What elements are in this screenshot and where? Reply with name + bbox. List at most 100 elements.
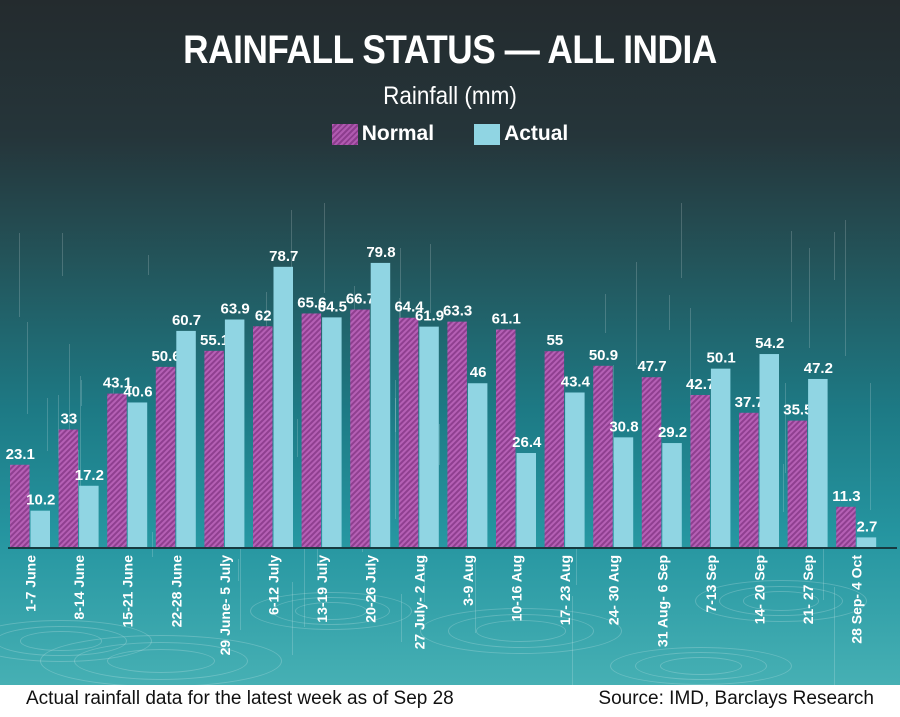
x-tick-label: 31 Aug- 6 Sep (654, 555, 670, 647)
bar-normal (107, 393, 127, 547)
data-label-normal: 23.1 (6, 446, 35, 463)
legend-item-actual: Actual (474, 122, 568, 146)
data-label-actual: 46 (470, 364, 487, 381)
data-label-actual: 47.2 (804, 360, 833, 377)
rain-streak (475, 562, 477, 633)
water-ripple (635, 652, 767, 680)
x-tick-label: 3-9 Aug (460, 555, 476, 606)
rain-streak (151, 532, 153, 557)
bar-normal (690, 394, 710, 547)
source-credit: Source: IMD, Barclays Research (598, 688, 874, 709)
chart-subtitle: Rainfall (mm) (383, 82, 517, 110)
water-ripple (718, 585, 844, 617)
bar-actual (273, 266, 293, 547)
legend-label-actual: Actual (504, 122, 569, 145)
bar-actual (127, 402, 148, 547)
bar-actual (613, 437, 634, 547)
rain-streak (604, 294, 606, 333)
bar-actual (662, 443, 682, 547)
x-tick-label: 20-26 July (363, 555, 379, 623)
chart-title: RAINFALL STATUS — ALL INDIA (183, 28, 717, 72)
bar-actual (370, 262, 391, 547)
x-tick-label: 7-13 Sep (703, 555, 719, 613)
bar-normal (10, 464, 30, 547)
legend-swatch-normal (331, 123, 358, 145)
data-label-actual: 78.7 (269, 248, 298, 265)
rain-streak (80, 376, 82, 516)
water-ripple (448, 614, 594, 648)
rain-streak (81, 380, 83, 406)
rain-streak (77, 449, 79, 518)
rain-streak (612, 364, 614, 463)
rain-streak (46, 397, 48, 452)
bar-normal (155, 366, 176, 547)
data-label-actual: 2.7 (857, 518, 878, 535)
data-label-normal: 62 (255, 307, 272, 324)
data-label-actual: 50.1 (707, 350, 736, 367)
water-ripple (294, 602, 368, 620)
bar-chart: 23.1 10.2 1-7 June 33 17.2 8-14 June 43.140.6 1… (6, 248, 897, 656)
x-tick-label: 14- 20 Sep (752, 555, 768, 624)
bar-normal (58, 429, 79, 547)
data-label-normal: 43.1 (103, 375, 132, 392)
data-label-normal: 55 (547, 332, 564, 349)
rain-streak (636, 261, 638, 366)
data-label-actual: 10.2 (26, 492, 55, 509)
water-ripple (610, 647, 792, 685)
rain-streak (297, 418, 299, 458)
water-ripple (40, 635, 282, 685)
water-ripple (107, 649, 215, 673)
rain-streak (782, 464, 784, 512)
x-tick-label: 29 June- 5 July (217, 555, 233, 656)
bar-actual (759, 354, 779, 547)
data-label-actual: 40.6 (123, 383, 152, 400)
rain-streak (823, 514, 825, 601)
water-ripple (250, 592, 412, 630)
bar-actual (710, 368, 731, 547)
x-tick-label: 6-12 July (266, 555, 282, 615)
data-label-normal: 50.9 (589, 347, 618, 364)
rain-streak (680, 203, 682, 278)
chart-background: RAINFALL STATUS — ALL INDIA Rainfall (mm… (0, 0, 900, 685)
bar-normal (593, 365, 613, 547)
legend: Normal Actual (0, 122, 900, 146)
data-label-actual: 30.8 (609, 418, 638, 435)
x-tick-label: 8-14 June (71, 555, 87, 620)
x-tick-label: 15-21 June (120, 555, 136, 628)
x-tick-label: 22-28 June (168, 555, 184, 628)
x-tick-label: 10-16 Aug (509, 555, 525, 621)
data-label-normal: 33 (61, 411, 78, 428)
data-label-normal: 66.7 (346, 291, 375, 308)
rain-streak (430, 243, 432, 314)
water-ripple (476, 620, 566, 642)
bar-actual (565, 392, 585, 547)
rain-streak (323, 202, 325, 294)
bar-normal (204, 350, 224, 547)
x-tick-label: 17- 23 Aug (557, 555, 573, 625)
x-tick-label: 27 July- 2 Aug (411, 555, 427, 649)
rain-streak (69, 343, 71, 470)
bar-normal (739, 412, 759, 547)
rain-streak (438, 424, 440, 466)
data-label-actual: 61.9 (415, 308, 444, 325)
rain-streak (148, 254, 150, 275)
bar-normal (544, 351, 565, 547)
bar-normal (301, 313, 322, 547)
rain-streak (668, 294, 670, 331)
bar-normal (641, 377, 662, 547)
rain-streak (57, 395, 59, 458)
bar-normal (447, 321, 467, 547)
rain-streak (834, 587, 836, 685)
water-ripple (272, 597, 390, 625)
data-label-normal: 47.7 (637, 358, 666, 375)
bar-normal (787, 420, 808, 547)
rain-streak (758, 532, 760, 570)
rain-streak (785, 382, 787, 473)
x-tick-label: 1-7 June (23, 555, 39, 612)
data-label-normal: 55.1 (200, 332, 229, 349)
data-label-actual: 64.5 (318, 298, 347, 315)
rain-streak (240, 494, 242, 630)
data-label-normal: 35.5 (783, 402, 812, 419)
rain-streak (870, 383, 872, 510)
bar-normal (398, 317, 419, 547)
